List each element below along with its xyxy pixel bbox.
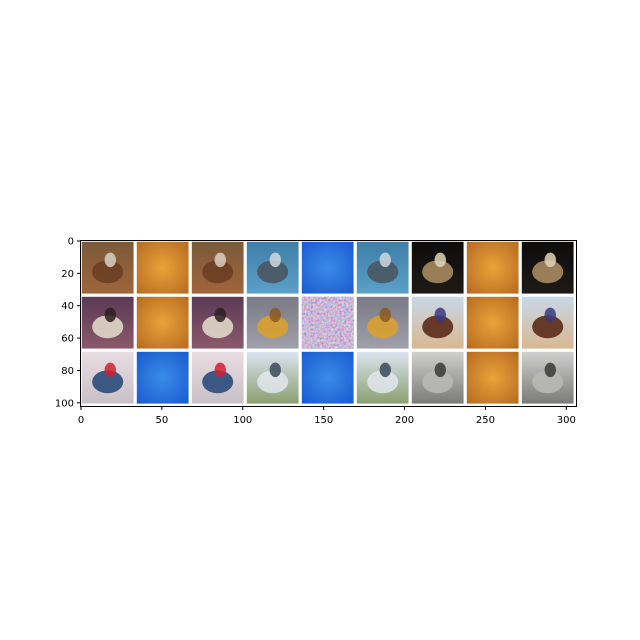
tile-blue-blob	[301, 241, 354, 294]
tile-cat-blue	[246, 241, 299, 294]
tile-airplane-field	[356, 351, 409, 404]
tile-cat-lying	[191, 296, 244, 349]
tile-horse-rider	[191, 241, 244, 294]
x-tick-label: 150	[314, 415, 333, 426]
y-axis: 0 20 40 60 80 100	[55, 237, 81, 409]
tile-car-blue	[191, 351, 244, 404]
tile-dog-face	[411, 241, 464, 294]
x-axis: 0 50 100 150 200 250 300	[78, 406, 576, 426]
y-tick-label: 100	[55, 398, 74, 409]
tile-airplane-field	[246, 351, 299, 404]
axes-frame	[80, 240, 577, 407]
x-tick-label: 300	[557, 415, 576, 426]
y-tick-label: 80	[61, 366, 74, 377]
tile-truck-grey	[411, 351, 464, 404]
tile-truck-grey	[521, 351, 574, 404]
tile-blue-blob	[136, 351, 189, 404]
x-tick-label: 250	[476, 415, 495, 426]
tile-dog-face	[521, 241, 574, 294]
tile-car-blue	[81, 351, 134, 404]
tile-airplane-yellow	[246, 296, 299, 349]
tile-airplane-yellow	[356, 296, 409, 349]
tile-cat-lying	[81, 296, 134, 349]
tile-blue-blob	[301, 351, 354, 404]
tile-horse-rider	[81, 241, 134, 294]
y-tick-label: 20	[61, 269, 74, 280]
y-tick-label: 40	[61, 301, 74, 312]
tile-orange-blob	[466, 241, 519, 294]
x-tick-label: 0	[78, 415, 84, 426]
tile-orange-blob	[466, 351, 519, 404]
tile-horse-rider-2	[411, 296, 464, 349]
tile-noise	[301, 296, 354, 349]
tile-orange-blob	[136, 241, 189, 294]
tile-orange-blob	[466, 296, 519, 349]
tile-orange-blob	[136, 296, 189, 349]
tile-cat-blue	[356, 241, 409, 294]
tile-horse-rider-2	[521, 296, 574, 349]
x-tick-label: 50	[156, 415, 169, 426]
x-tick-label: 100	[233, 415, 252, 426]
image-grid	[81, 241, 574, 404]
x-tick-label: 200	[395, 415, 414, 426]
y-tick-label: 60	[61, 334, 74, 345]
y-tick-label: 0	[68, 237, 74, 248]
